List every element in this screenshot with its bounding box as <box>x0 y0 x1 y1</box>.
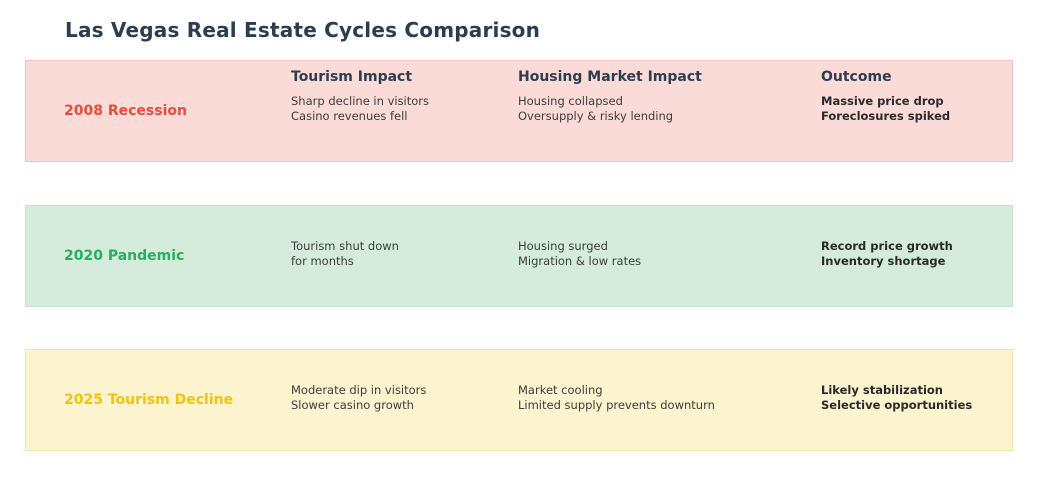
cell-line: Casino revenues fell <box>291 109 408 123</box>
cell-line: Tourism shut down <box>291 239 399 253</box>
cell-2020-housing: Housing surged Migration & low rates <box>518 206 813 306</box>
cell-line: Migration & low rates <box>518 254 642 268</box>
cell-text: Housing collapsed Oversupply & risky len… <box>518 94 673 124</box>
cell-2008-housing: Housing Market Impact Housing collapsed … <box>518 61 813 161</box>
cell-text: Market cooling Limited supply prevents d… <box>518 383 715 413</box>
cell-text: Record price growth Inventory shortage <box>821 239 953 269</box>
cell-line: Likely stabilization <box>821 383 943 397</box>
cell-line: Massive price drop <box>821 94 944 108</box>
cell-line: Housing collapsed <box>518 94 623 108</box>
page-title: Las Vegas Real Estate Cycles Comparison <box>65 18 541 42</box>
cell-2025-outcome: Likely stabilization Selective opportuni… <box>821 350 1011 450</box>
row-label-2020-pandemic: 2020 Pandemic <box>64 248 185 264</box>
cell-text: Moderate dip in visitors Slower casino g… <box>291 383 426 413</box>
cell-text: Sharp decline in visitors Casino revenue… <box>291 94 429 124</box>
cell-text: Tourism shut down for months <box>291 239 399 269</box>
cell-line: Slower casino growth <box>291 398 414 412</box>
row-label-2008-recession: 2008 Recession <box>64 103 187 119</box>
cell-2025-tourism: Moderate dip in visitors Slower casino g… <box>291 350 511 450</box>
column-header-housing-market-impact: Housing Market Impact <box>518 69 702 85</box>
cell-line: for months <box>291 254 354 268</box>
cell-line: Selective opportunities <box>821 398 973 412</box>
cell-line: Limited supply prevents downturn <box>518 398 715 412</box>
cell-line: Record price growth <box>821 239 953 253</box>
row-label-2025-tourism-decline: 2025 Tourism Decline <box>64 392 234 408</box>
cell-text: Housing surged Migration & low rates <box>518 239 641 269</box>
cell-2020-outcome: Record price growth Inventory shortage <box>821 206 1011 306</box>
cell-2020-tourism: Tourism shut down for months <box>291 206 511 306</box>
row-2025-tourism-decline: 2025 Tourism Decline Moderate dip in vis… <box>25 349 1013 451</box>
cell-line: Foreclosures spiked <box>821 109 951 123</box>
row-2020-pandemic: 2020 Pandemic Tourism shut down for mont… <box>25 205 1013 307</box>
cell-line: Sharp decline in visitors <box>291 94 430 108</box>
column-header-tourism-impact: Tourism Impact <box>291 69 413 85</box>
row-2008-recession: 2008 Recession Tourism Impact Sharp decl… <box>25 60 1013 162</box>
cell-line: Market cooling <box>518 383 603 397</box>
column-header-outcome: Outcome <box>821 69 892 85</box>
cell-line: Housing surged <box>518 239 608 253</box>
cell-2008-tourism: Tourism Impact Sharp decline in visitors… <box>291 61 511 161</box>
cell-line: Inventory shortage <box>821 254 946 268</box>
cell-2008-outcome: Outcome Massive price drop Foreclosures … <box>821 61 1011 161</box>
cell-text: Massive price drop Foreclosures spiked <box>821 94 950 124</box>
cell-line: Moderate dip in visitors <box>291 383 427 397</box>
cell-line: Oversupply & risky lending <box>518 109 674 123</box>
cell-text: Likely stabilization Selective opportuni… <box>821 383 972 413</box>
cell-2025-housing: Market cooling Limited supply prevents d… <box>518 350 813 450</box>
